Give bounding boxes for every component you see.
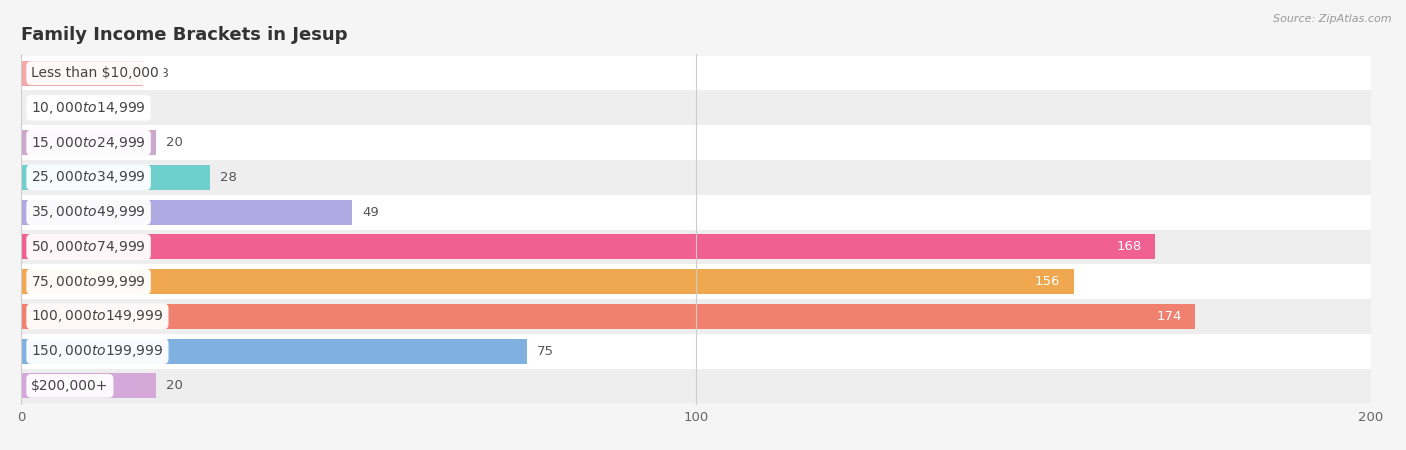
Bar: [21, 374, 156, 398]
Text: $100,000 to $149,999: $100,000 to $149,999: [31, 308, 163, 324]
Bar: [21, 338, 527, 364]
Text: 0: 0: [31, 101, 39, 114]
Bar: [0, 90, 1406, 125]
Bar: [21, 269, 1074, 294]
Text: $200,000+: $200,000+: [31, 379, 108, 393]
Bar: [21, 200, 351, 225]
Bar: [0, 56, 1406, 90]
Text: 18: 18: [153, 67, 170, 80]
Text: 168: 168: [1116, 240, 1142, 253]
Bar: [21, 130, 156, 155]
Text: $15,000 to $24,999: $15,000 to $24,999: [31, 135, 146, 151]
Text: 75: 75: [537, 345, 554, 358]
Text: $150,000 to $199,999: $150,000 to $199,999: [31, 343, 163, 359]
Text: $50,000 to $74,999: $50,000 to $74,999: [31, 239, 146, 255]
Text: Source: ZipAtlas.com: Source: ZipAtlas.com: [1274, 14, 1392, 23]
Bar: [0, 334, 1406, 369]
Text: 49: 49: [361, 206, 378, 219]
Bar: [21, 304, 1195, 329]
Text: Family Income Brackets in Jesup: Family Income Brackets in Jesup: [21, 26, 347, 44]
Text: $25,000 to $34,999: $25,000 to $34,999: [31, 169, 146, 185]
Bar: [21, 61, 142, 86]
Text: 20: 20: [166, 136, 183, 149]
Text: 28: 28: [221, 171, 238, 184]
Bar: [21, 165, 209, 190]
Text: 156: 156: [1035, 275, 1060, 288]
Bar: [0, 230, 1406, 264]
Text: $35,000 to $49,999: $35,000 to $49,999: [31, 204, 146, 220]
Bar: [0, 195, 1406, 230]
Bar: [0, 160, 1406, 195]
Text: $75,000 to $99,999: $75,000 to $99,999: [31, 274, 146, 290]
Bar: [0, 369, 1406, 403]
Bar: [0, 299, 1406, 334]
Bar: [0, 264, 1406, 299]
Bar: [21, 234, 1154, 259]
Text: Less than $10,000: Less than $10,000: [31, 66, 159, 80]
Text: $10,000 to $14,999: $10,000 to $14,999: [31, 100, 146, 116]
Text: 20: 20: [166, 379, 183, 392]
Text: 174: 174: [1157, 310, 1182, 323]
Bar: [0, 125, 1406, 160]
